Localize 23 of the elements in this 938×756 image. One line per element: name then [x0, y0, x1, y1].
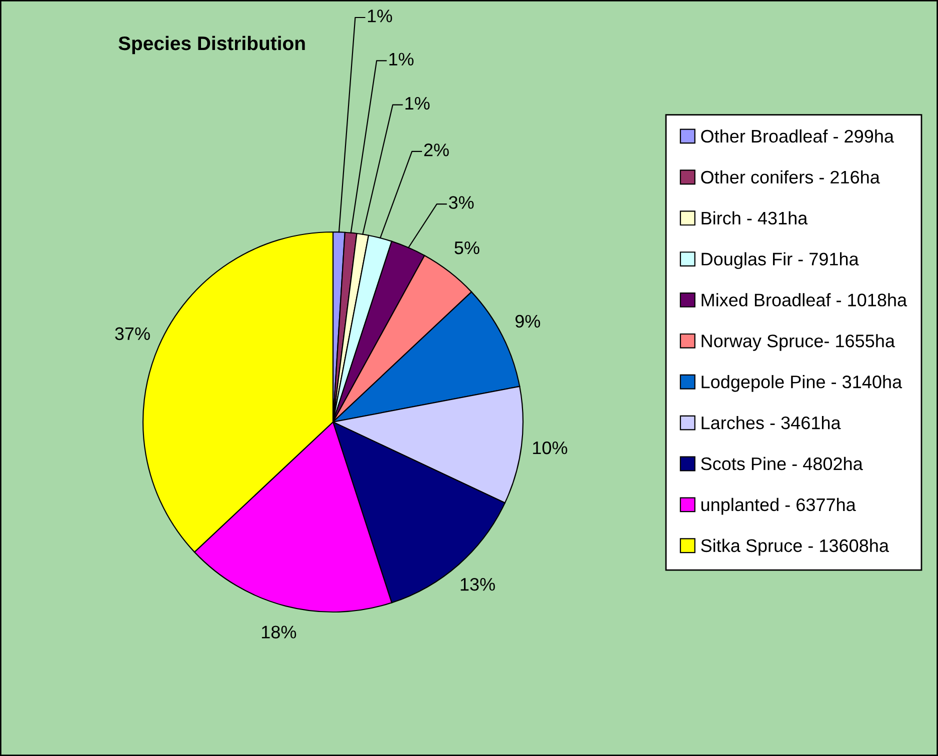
data-label: 1% — [389, 52, 414, 66]
data-label: 1% — [406, 96, 430, 110]
legend-label: unplanted - 6377ha — [701, 498, 856, 515]
legend-label: Birch - 431ha — [702, 211, 808, 225]
legend-label: Douglas Fir - 791ha — [702, 252, 859, 270]
legend-label: Scots Pine - 4802ha — [701, 456, 863, 470]
legend-label: Other Broadleaf - 299ha — [701, 129, 894, 143]
legend-label: Mixed Broadleaf - 1018ha — [702, 293, 908, 306]
data-label: 13% — [460, 578, 495, 591]
legend-label: Sitka Spruce - 13608ha — [701, 538, 889, 556]
data-label: 5% — [454, 241, 480, 254]
data-label: 3% — [448, 196, 474, 209]
data-label: 37% — [115, 327, 150, 340]
legend-label: Norway Spruce- 1655ha — [702, 334, 895, 351]
legend-label: Other conifers - 216ha — [701, 170, 880, 184]
data-label: 10% — [533, 441, 568, 454]
data-label: 18% — [262, 626, 296, 638]
data-label: 1% — [368, 10, 392, 22]
data-label: 9% — [515, 314, 540, 328]
text: Species Distribution — [118, 36, 305, 54]
legend-label: Lodgepole Pine - 3140ha — [702, 375, 902, 392]
legend-label: Larches - 3461ha — [702, 416, 841, 430]
data-label: 2% — [424, 144, 449, 156]
